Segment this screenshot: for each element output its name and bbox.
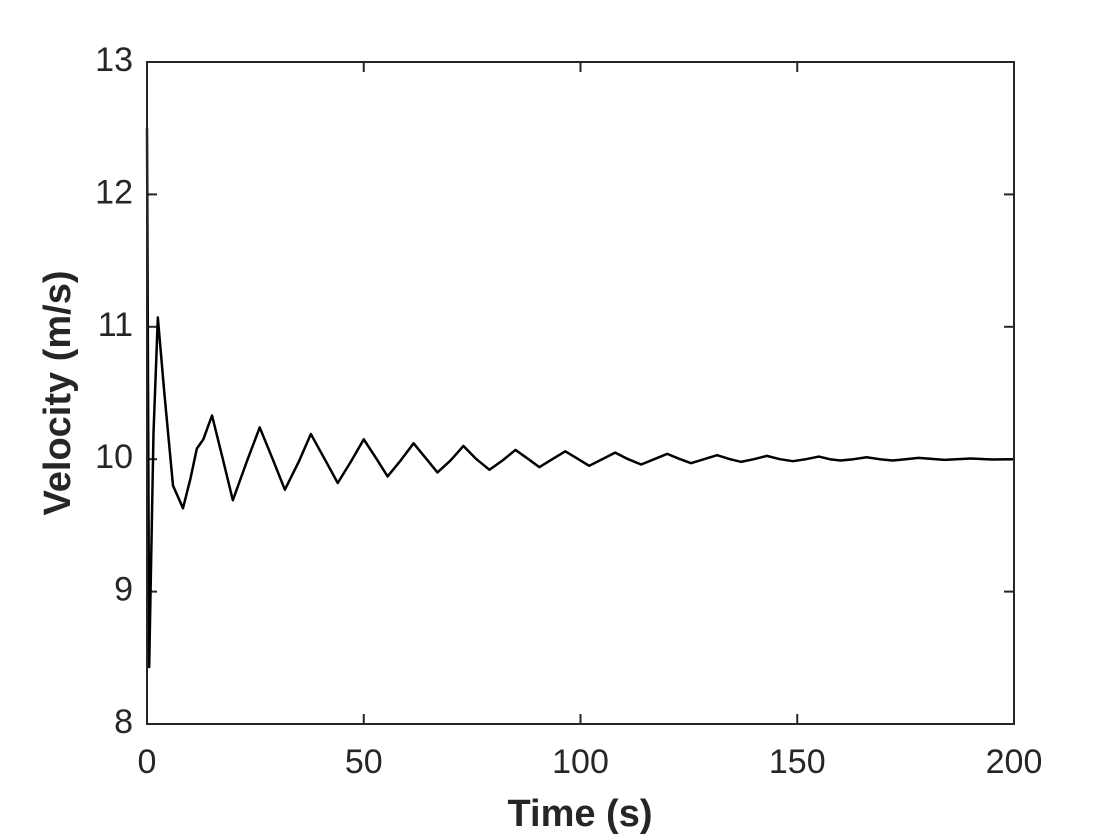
plot-frame <box>146 61 1015 725</box>
x-axis-label: Time (s) <box>507 793 652 835</box>
x-tick-label: 150 <box>769 743 826 781</box>
y-tick-label: 10 <box>95 438 133 476</box>
y-axis-label: Velocity (m/s) <box>37 271 79 516</box>
x-tick-label: 200 <box>986 743 1043 781</box>
x-tick-label: 50 <box>345 743 383 781</box>
x-tick-label: 100 <box>552 743 609 781</box>
data-line <box>145 128 1015 669</box>
y-tick-label: 13 <box>95 41 133 79</box>
y-tick-label: 9 <box>114 571 133 609</box>
y-tick-label: 8 <box>114 703 133 741</box>
x-tick-label: 0 <box>138 743 157 781</box>
y-tick-label: 11 <box>98 306 133 344</box>
y-tick-label: 12 <box>95 173 133 211</box>
